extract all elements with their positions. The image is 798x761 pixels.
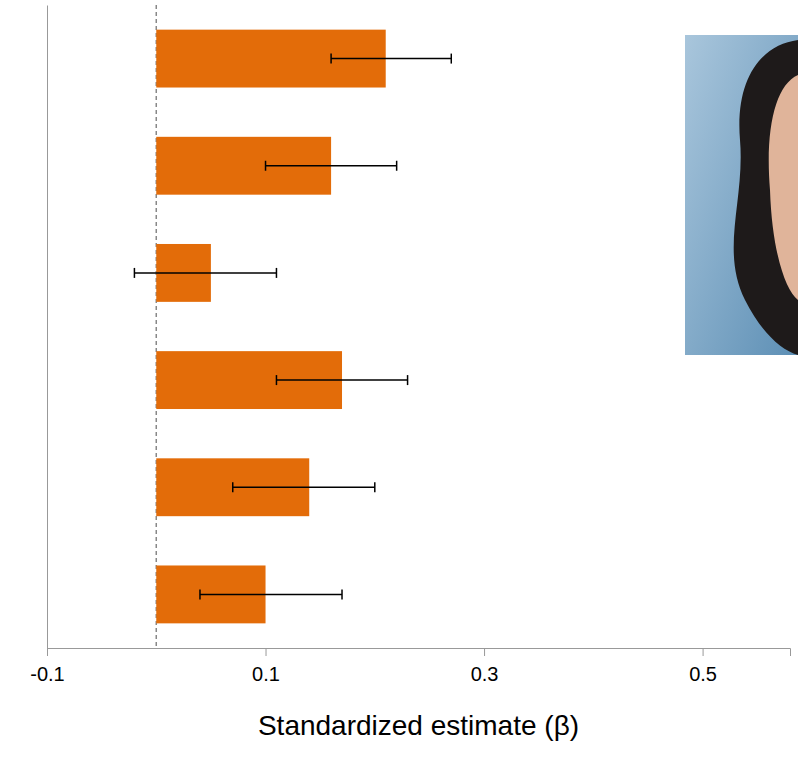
error-bar: [233, 482, 375, 492]
photo: [685, 35, 798, 355]
x-tick-mark: [484, 648, 485, 656]
error-bar: [200, 589, 342, 599]
photo-background: [685, 35, 798, 355]
error-bar-line: [331, 58, 451, 60]
error-bar: [331, 54, 451, 64]
y-axis-line: [47, 6, 48, 649]
x-tick-label: 0.3: [471, 663, 499, 685]
x-tick-label: -0.1: [30, 663, 64, 685]
x-axis-line: [48, 649, 791, 657]
error-bar-cap-high: [341, 589, 343, 599]
x-axis: -0.1 0.1 0.3 0.5: [30, 648, 790, 685]
error-bar-line: [134, 272, 276, 274]
x-axis-title: Standardized estimate (β): [258, 710, 579, 741]
error-bar-cap-high: [276, 268, 278, 278]
x-tick-label: 0.1: [252, 663, 280, 685]
error-bar-cap-low: [265, 161, 267, 171]
x-tick: 0.1: [252, 648, 280, 685]
error-bar-cap-low: [330, 54, 332, 64]
error-bar-line: [276, 379, 407, 381]
error-bar: [266, 161, 397, 171]
photo-hair: [734, 40, 798, 355]
x-tick: -0.1: [30, 648, 64, 685]
error-bar-line: [233, 487, 375, 489]
x-tick: 0.5: [689, 648, 717, 685]
x-tick-mark: [703, 648, 704, 656]
error-bar: [134, 268, 276, 278]
error-bar-cap-low: [276, 375, 278, 385]
chart: -0.1 0.1 0.3 0.5 Standardized estimate (β): [0, 0, 798, 761]
x-tick: 0.3: [471, 648, 499, 685]
error-bar-cap-high: [407, 375, 409, 385]
error-bar-cap-high: [396, 161, 398, 171]
error-bar-cap-low: [232, 482, 234, 492]
x-tick-mark: [266, 648, 267, 656]
baseline-line: [156, 5, 158, 648]
error-bar-cap-low: [134, 268, 136, 278]
plot-area: [134, 5, 451, 648]
x-tick-label: 0.5: [689, 663, 717, 685]
error-bar-cap-high: [451, 54, 453, 64]
error-bar-cap-low: [199, 589, 201, 599]
photo-face: [769, 75, 798, 300]
error-bar-line: [266, 165, 397, 167]
error-bar-cap-high: [374, 482, 376, 492]
error-bar-line: [200, 594, 342, 596]
y-axis: [47, 6, 49, 649]
error-bar: [276, 375, 407, 385]
x-tick-mark: [47, 648, 48, 656]
